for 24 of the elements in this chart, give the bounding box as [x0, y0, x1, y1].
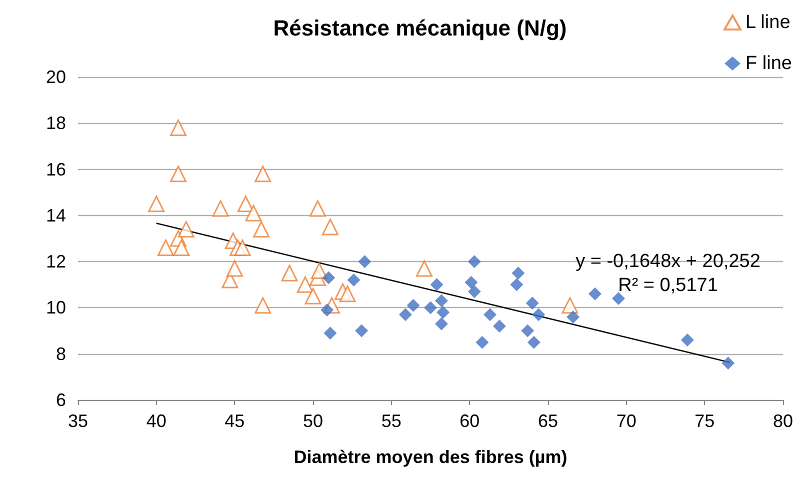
annotation: y = -0,1648x + 20,252	[576, 251, 760, 272]
x-axis-title: Diamètre moyen des fibres (µm)	[294, 447, 568, 467]
annotation: R² = 0,5171	[618, 275, 718, 296]
legend-label: L line	[746, 12, 790, 33]
legend-label: F line	[746, 53, 792, 74]
x-tick-label: 50	[302, 411, 324, 431]
y-tick-label: 8	[56, 344, 66, 364]
x-tick-label: 60	[460, 411, 480, 431]
y-tick-label: 18	[46, 113, 66, 134]
x-tick-label: 65	[538, 411, 558, 431]
y-tick-label: 12	[46, 252, 66, 272]
x-tick-label: 75	[694, 411, 715, 431]
chart-title: Résistance mécanique (N/g)	[273, 16, 567, 40]
y-tick-label: 6	[56, 390, 66, 410]
x-tick-label: 80	[772, 411, 794, 431]
y-tick-label: 14	[46, 205, 66, 226]
x-tick-label: 45	[224, 411, 245, 431]
y-tick-label: 10	[46, 298, 66, 318]
x-tick-label: 55	[381, 411, 402, 431]
y-tick-label: 16	[46, 159, 66, 180]
x-tick-label: 70	[616, 411, 636, 431]
x-tick-label: 35	[68, 411, 88, 431]
x-tick-label: 40	[146, 411, 166, 431]
y-tick-label: 20	[46, 67, 66, 87]
